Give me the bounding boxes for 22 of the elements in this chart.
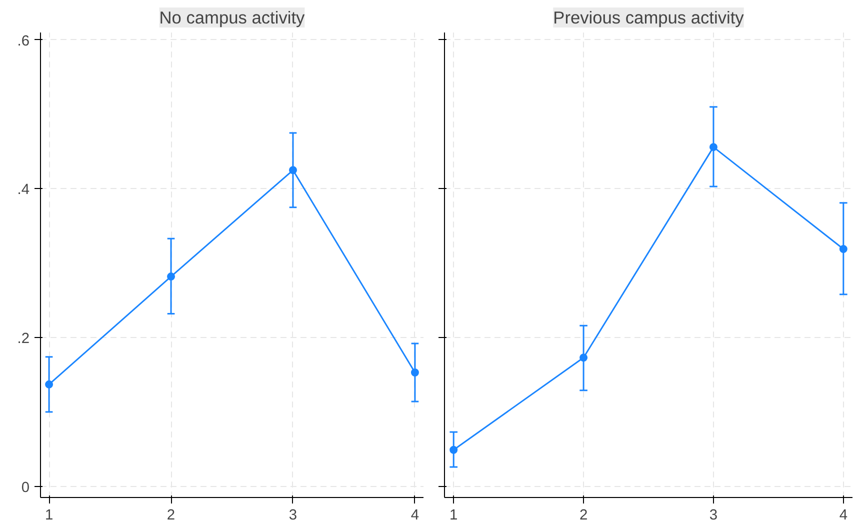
x-tick-label: 1 — [44, 508, 54, 522]
point — [167, 272, 176, 281]
point — [580, 354, 588, 362]
x-tick-label: 2 — [166, 508, 176, 522]
point — [709, 143, 718, 152]
point — [288, 166, 297, 174]
x-tick-label: 2 — [579, 508, 588, 522]
point — [839, 245, 848, 253]
chart-title: No campus activity — [159, 8, 306, 28]
point — [45, 380, 54, 388]
x-tick-label: 3 — [709, 508, 718, 522]
point — [450, 446, 458, 454]
y-tick-label: 0 — [21, 480, 30, 496]
y-tick-label: .2 — [17, 331, 30, 348]
chart-title: Previous campus activity — [553, 8, 744, 28]
x-tick-label: 4 — [410, 508, 420, 522]
y-tick-label: .6 — [17, 33, 30, 50]
point — [410, 368, 419, 376]
x-tick-label: 1 — [450, 508, 458, 522]
x-tick-label: 4 — [839, 508, 848, 522]
x-tick-label: 3 — [288, 508, 298, 522]
y-tick-label: .4 — [17, 182, 30, 198]
